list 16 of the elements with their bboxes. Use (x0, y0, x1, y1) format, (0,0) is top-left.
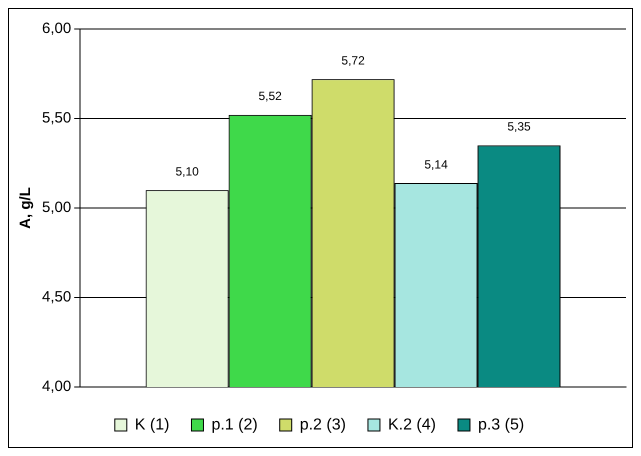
legend-label: p.3 (5) (478, 416, 524, 434)
data-label: 5,35 (507, 120, 532, 134)
data-label: 5,10 (175, 164, 200, 178)
y-tick-label: 4,00 (42, 378, 72, 396)
data-label: 5,14 (424, 157, 448, 172)
data-label: 5,52 (258, 89, 282, 104)
data-label: 5,72 (341, 53, 366, 68)
legend-label: K (1) (134, 416, 170, 434)
y-axis-title: A, g/L (17, 187, 34, 229)
y-tick-label: 4,50 (42, 288, 72, 306)
legend-label: K.2 (4) (388, 416, 436, 434)
y-tick-label: 5,50 (42, 110, 72, 127)
y-tick-label: 6,00 (42, 20, 72, 38)
legend-label: p.2 (3) (300, 416, 346, 434)
y-tick-label: 5,00 (42, 199, 72, 216)
legend-label: p.1 (2) (211, 416, 258, 434)
